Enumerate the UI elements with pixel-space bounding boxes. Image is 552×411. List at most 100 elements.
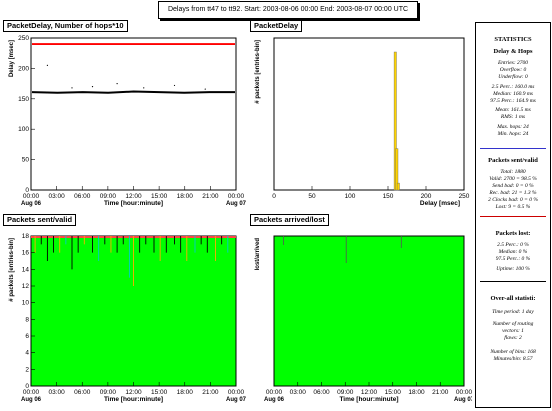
statistics-panel: STATISTICS Delay & Hops Entries: 2700 Ov…: [475, 22, 551, 408]
delay-hops-title: PacketDelay, Number of hops*10: [3, 20, 128, 32]
delay-outlier-point: [173, 84, 176, 87]
stats-line: Number of bins: 168: [490, 349, 536, 355]
stats-line: Valid: 2700 = 98.5 %: [489, 176, 537, 182]
stats-line: 2.5 Perc.: 160.0 ms: [491, 84, 535, 90]
x-date-label: Aug 06: [21, 201, 42, 207]
y-tick-label: 0: [25, 187, 29, 194]
stats-line: RMS: 1 ms: [500, 114, 526, 120]
separator-red: [480, 216, 546, 217]
x-tick-label: 03:00: [48, 389, 65, 396]
packets-arrived-title: Packets arrived/lost: [250, 214, 329, 226]
packets-sent-chart: 0 2 4 6 8 10 12 14 16 18 # packets [entries-bin] 00…: [9, 233, 246, 403]
x-date-label: Aug 07: [226, 201, 246, 207]
y-tick-label: 200: [18, 65, 29, 72]
overall-heading: Over-all statisti:: [490, 295, 536, 302]
x-date-label: Aug 06: [21, 397, 42, 403]
plot-frame: [30, 37, 237, 191]
y-tick-label: 14: [22, 266, 30, 273]
y-tick-label: 2: [25, 366, 29, 373]
y-axis-label: lost/arrived: [255, 238, 261, 271]
x-tick-label: 100: [345, 193, 356, 200]
x-tick-label: 03:00: [48, 193, 65, 200]
x-tick-label: 15:00: [151, 389, 168, 396]
y-tick-label: 12: [22, 283, 30, 290]
x-tick-label: 00:00: [228, 193, 245, 200]
x-tick-label: 200: [421, 193, 432, 200]
delay-hops-panel: PacketDelay, Number of hops*10 0 50 100 150…: [3, 20, 246, 210]
histogram-bin: [395, 148, 399, 191]
x-tick-label: 00:00: [228, 389, 245, 396]
stats-line: Lost: 9 = 0.5 %: [495, 204, 531, 210]
x-axis-label: Time [hour:minute]: [339, 396, 398, 403]
x-tick-label: 0: [272, 193, 276, 200]
plot-frame: [273, 235, 465, 387]
stats-line: Min. hops: 24: [497, 131, 529, 137]
x-tick-label: 09:00: [100, 193, 117, 200]
packets-sent-panel: Packets sent/valid 0 2 4 6 8 10 12 14 16 18 # pack…: [3, 214, 246, 410]
y-axis-label: # packets [entries-bin]: [9, 238, 15, 302]
stats-line: Underflow: 0: [498, 74, 528, 80]
stats-title: STATISTICS: [494, 36, 532, 43]
x-axis-label: Time [hour:minute]: [104, 200, 163, 207]
x-tick-label: 250: [459, 193, 470, 200]
stats-line: flaws: 2: [504, 335, 522, 341]
x-tick-label: 21:00: [202, 193, 219, 200]
delay-histogram-panel: PacketDelay # packets [entries-bin] 0 50 10…: [250, 20, 472, 210]
x-tick-label: 00:00: [456, 389, 472, 396]
stats-line: Time period: 1 day: [492, 309, 534, 315]
histogram-bin: [393, 51, 397, 191]
x-date-label: Aug 07: [226, 397, 246, 403]
stats-line: Entries: 2700: [497, 60, 529, 66]
x-tick-label: 12:00: [361, 389, 378, 396]
y-axis-label: # packets [entries-bin]: [255, 40, 261, 104]
delay-histogram-chart: # packets [entries-bin] 0 50 100 150 200 250De…: [255, 37, 470, 207]
x-tick-label: 06:00: [74, 389, 91, 396]
y-tick-label: 250: [18, 35, 29, 42]
separator-blue: [480, 148, 546, 149]
delay-outlier-point: [71, 87, 73, 89]
stats-line: 97.5 Perc.: 0 %: [495, 256, 531, 262]
y-tick-label: 150: [18, 96, 29, 103]
packets-lost-heading: Packets lost:: [495, 230, 531, 237]
x-axis-label: Delay [msec]: [420, 200, 460, 207]
x-tick-label: 50: [308, 193, 316, 200]
delay-outlier-point: [204, 88, 206, 90]
delay-outlier-point: [116, 83, 118, 85]
stats-line: Max. hops: 24: [497, 124, 529, 130]
stats-line: Rec. bad: 21 = 1.3 %: [489, 190, 537, 196]
x-tick-label: 00:00: [266, 389, 283, 396]
x-date-label: Aug 06: [264, 397, 285, 403]
x-tick-label: 09:00: [100, 389, 117, 396]
delay-outlier-point: [143, 87, 145, 89]
x-tick-label: 150: [383, 193, 394, 200]
stats-line: Median: 0 %: [498, 249, 528, 255]
x-tick-label: 00:00: [23, 389, 40, 396]
x-tick-label: 06:00: [313, 389, 330, 396]
x-date-label: Aug 07: [454, 397, 472, 403]
x-tick-label: 18:00: [177, 193, 194, 200]
stats-line: 2 Clocks bad: 0 = 0 %: [488, 197, 538, 203]
packets-sent-heading: Packets sent/valid: [488, 157, 538, 164]
stats-line: Overflow: 0: [499, 67, 527, 73]
stats-line: Send bad: 0 = 0 %: [492, 183, 534, 189]
x-tick-label: 12:00: [125, 193, 142, 200]
stats-line: 97.5 Perc.: 164.9 ms: [490, 98, 536, 104]
x-tick-label: 15:00: [151, 193, 168, 200]
x-tick-label: 18:00: [177, 389, 194, 396]
x-tick-label: 09:00: [337, 389, 354, 396]
y-tick-label: 100: [18, 126, 29, 133]
packets-arrived-panel: Packets arrived/lost lost/arrived 00:00 03…: [250, 214, 472, 410]
delay-series-line: [31, 90, 235, 94]
x-tick-label: 00:00: [23, 193, 40, 200]
x-tick-label: 21:00: [432, 389, 449, 396]
y-axis-label: Delay [msec]: [9, 40, 15, 77]
y-tick-label: 50: [22, 157, 30, 164]
x-tick-label: 15:00: [385, 389, 402, 396]
packets-sent-title: Packets sent/valid: [3, 214, 77, 226]
stats-line: 2.5 Perc.: 0 %: [497, 242, 529, 248]
delay-hops-heading: Delay & Hops: [493, 48, 533, 55]
stats-line: Total: 1880: [500, 169, 526, 175]
x-tick-label: 21:00: [202, 389, 219, 396]
y-tick-label: 10: [22, 300, 30, 307]
